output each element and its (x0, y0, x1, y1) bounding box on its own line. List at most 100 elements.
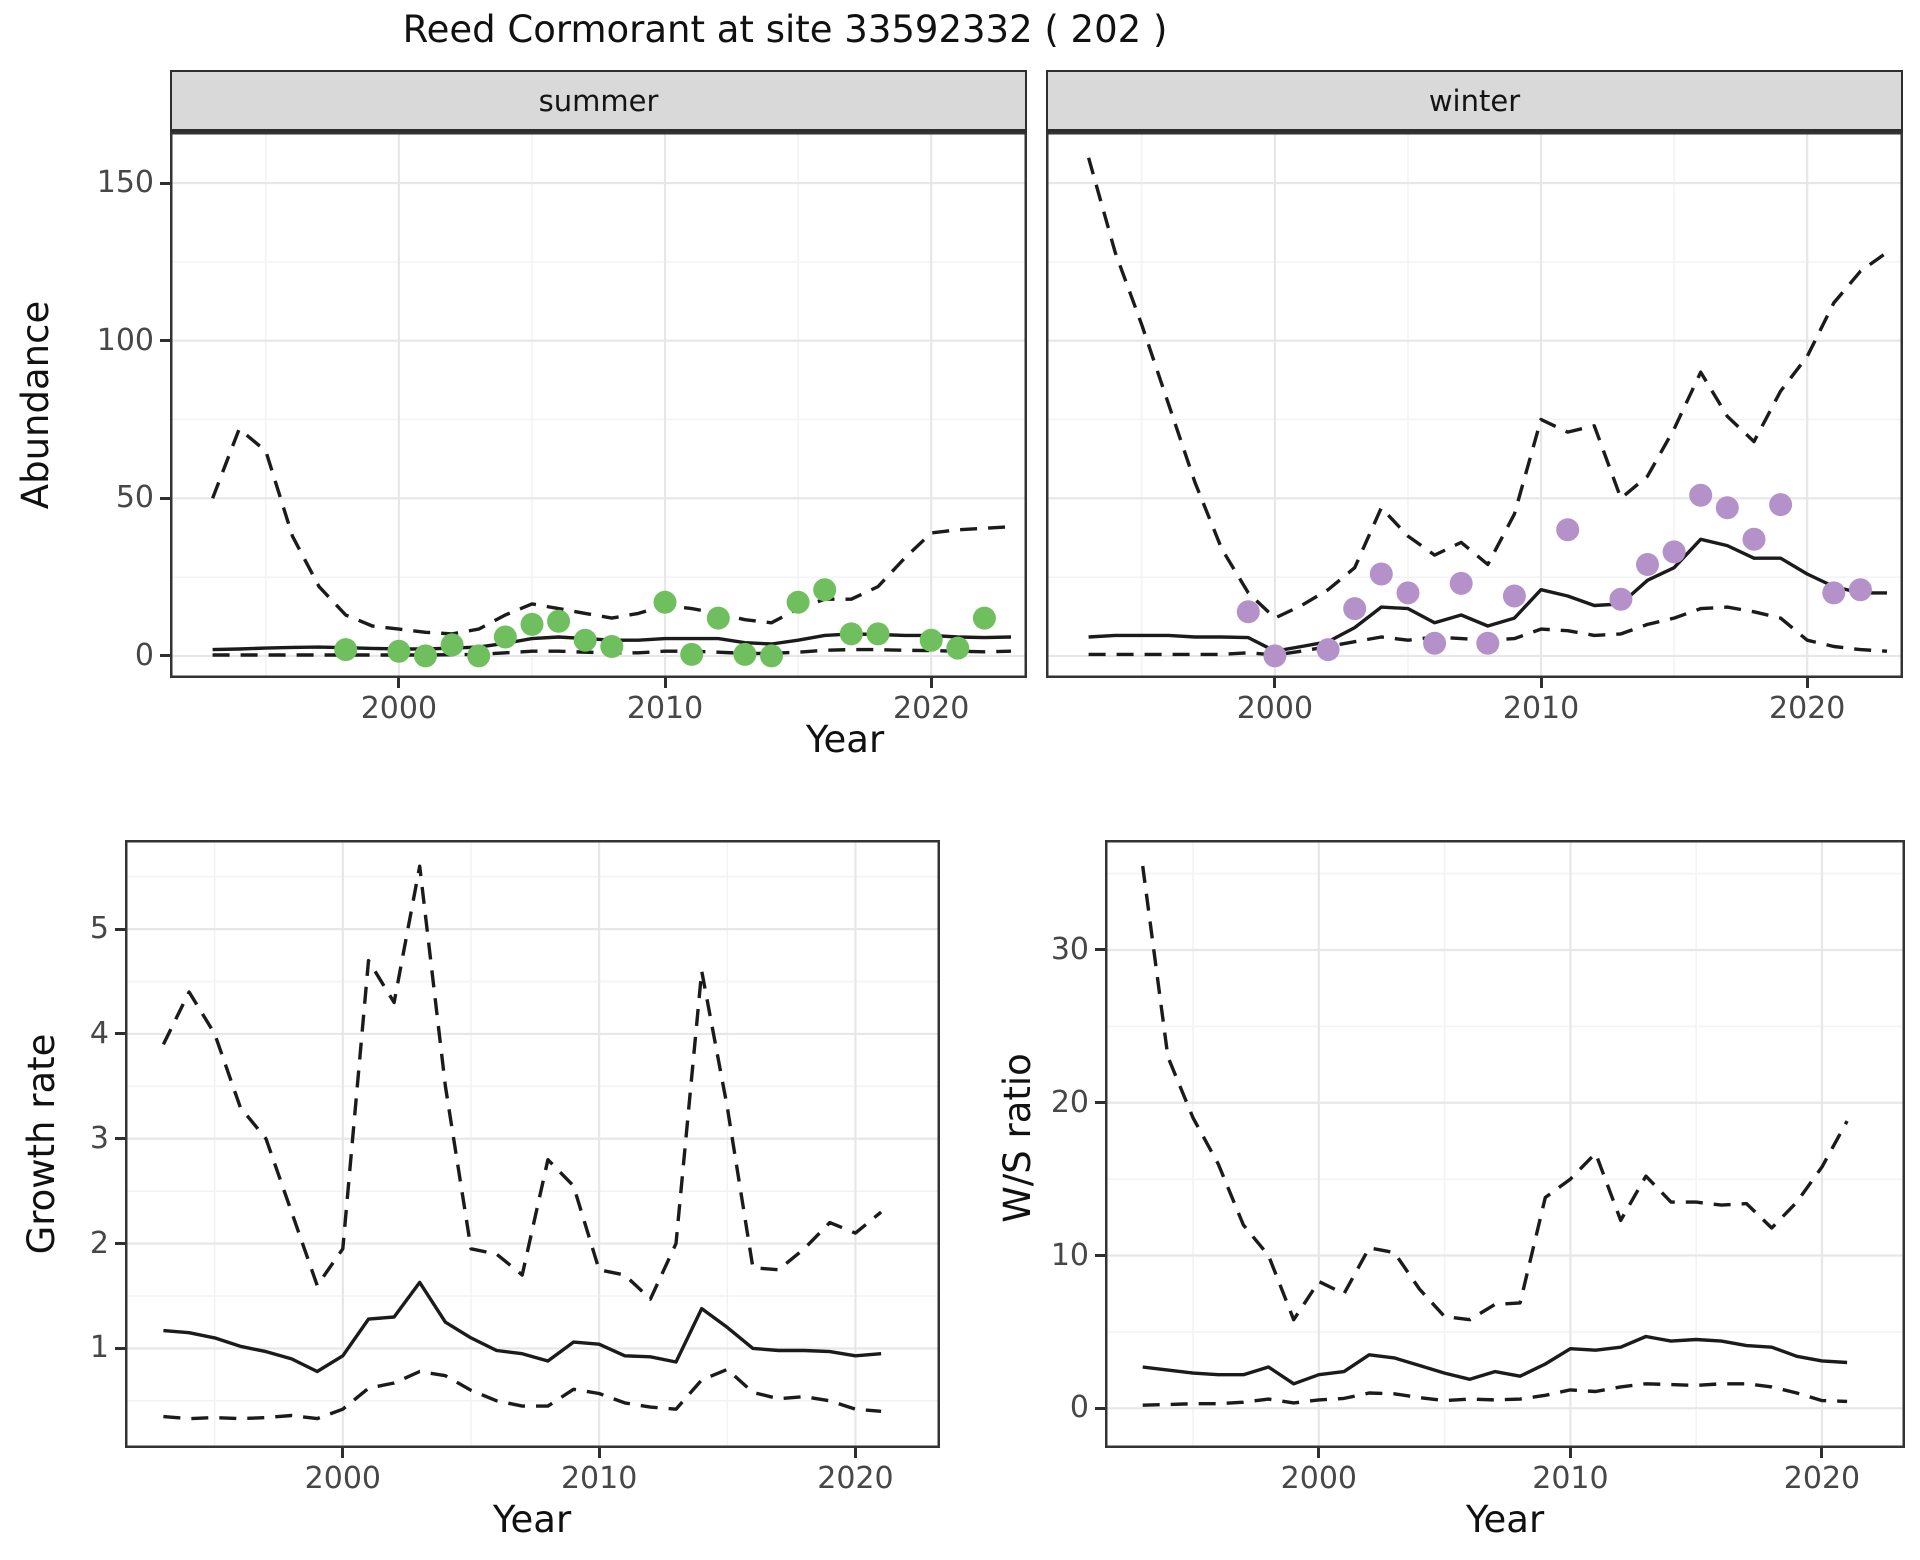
y-axis-tick (1095, 1254, 1105, 1258)
y-axis-tick (160, 654, 170, 658)
observed-count-point (1822, 581, 1846, 605)
observed-count-point (1689, 483, 1713, 507)
x-axis-tick (1820, 1448, 1824, 1458)
observed-count-point (1662, 540, 1686, 564)
observed-count-point (653, 590, 677, 614)
y-tick-label: 50 (115, 480, 154, 516)
abundance-summer-panel (170, 132, 1027, 678)
observed-count-point (1343, 597, 1367, 621)
observed-count-point (1476, 631, 1500, 655)
x-axis-tick (1568, 1448, 1572, 1458)
observed-count-point (1316, 638, 1340, 662)
y-axis-tick (160, 339, 170, 343)
observed-count-point (387, 639, 411, 663)
y-axis-tick (1095, 1101, 1105, 1105)
series-lower-ci (163, 1367, 882, 1421)
facet-label-winter: winter (1428, 83, 1521, 118)
y-tick-label: 30 (1050, 931, 1089, 967)
observed-count-point (1502, 584, 1526, 608)
series-upper-ci (161, 864, 883, 1301)
y-tick-label: 4 (89, 1015, 109, 1051)
observed-count-point (760, 644, 783, 668)
observed-count-point (1263, 644, 1287, 668)
observed-count-point (813, 578, 837, 602)
x-axis-tick (929, 678, 933, 688)
y-tick-label: 150 (96, 165, 154, 201)
observed-count-point (1236, 600, 1260, 624)
y-axis-title-growth-rate: Growth rate (20, 1033, 63, 1255)
observed-count-point (1769, 493, 1793, 517)
observed-count-point (573, 628, 597, 652)
x-tick-label: 2000 (304, 1461, 382, 1496)
x-tick-label: 2000 (360, 691, 438, 726)
observed-count-point (1396, 581, 1420, 605)
observed-count-point (866, 622, 890, 646)
x-tick-label: 2010 (1532, 1461, 1609, 1496)
observed-count-point (1449, 571, 1473, 595)
y-axis-tick (160, 181, 170, 185)
x-tick-label: 2020 (1768, 691, 1846, 726)
x-tick-label: 2020 (1783, 1461, 1861, 1496)
facet-strip-summer: summer (170, 70, 1027, 132)
x-tick-label: 2010 (560, 1461, 638, 1496)
y-tick-label: 3 (89, 1120, 109, 1156)
observed-count-point (839, 622, 863, 646)
abundance-winter-panel (1046, 132, 1903, 678)
observed-count-point (1636, 553, 1659, 576)
x-tick-label: 2020 (892, 691, 970, 726)
x-axis-tick (597, 1448, 601, 1458)
observed-count-point (1556, 518, 1580, 542)
observed-count-point (1369, 562, 1393, 586)
observed-count-point (786, 590, 810, 614)
x-tick-label: 2000 (1236, 691, 1314, 726)
x-axis-title-ws-ratio: Year (1465, 1498, 1545, 1541)
observed-count-point (733, 642, 757, 666)
x-axis-title-top: Year (805, 718, 885, 761)
x-tick-label: 2020 (817, 1461, 894, 1496)
page-title: Reed Cormorant at site 33592332 ( 202 ) (402, 8, 1168, 51)
observed-count-point (467, 644, 491, 668)
observed-count-point (547, 609, 571, 633)
y-axis-tick (115, 1032, 125, 1036)
y-tick-label: 10 (1050, 1237, 1089, 1273)
x-axis-tick (663, 678, 667, 688)
observed-count-point (1742, 527, 1766, 551)
observed-count-point (946, 636, 970, 660)
observed-count-point (493, 625, 517, 649)
x-tick-label: 2010 (1502, 691, 1580, 726)
observed-count-point (600, 635, 624, 658)
x-axis-tick (341, 1448, 345, 1458)
observed-count-point (919, 628, 943, 652)
y-axis-title-abundance: Abundance (14, 300, 57, 510)
x-axis-title-growth-rate: Year (492, 1498, 572, 1541)
x-tick-label: 2000 (1280, 1461, 1358, 1496)
y-tick-label: 0 (1069, 1390, 1089, 1426)
y-axis-tick (115, 1346, 125, 1350)
observed-count-point (1848, 578, 1872, 602)
observed-count-point (1423, 631, 1447, 655)
ws-ratio-panel (1105, 840, 1905, 1448)
series-median (1088, 537, 1887, 653)
y-axis-title-ws-ratio: W/S ratio (996, 1053, 1039, 1223)
x-axis-tick (1273, 678, 1277, 688)
y-axis-tick (115, 927, 125, 931)
observed-count-point (680, 642, 704, 666)
y-tick-label: 2 (89, 1225, 109, 1261)
observed-count-point (706, 606, 730, 630)
y-axis-tick (1095, 1406, 1105, 1410)
y-tick-label: 5 (89, 911, 109, 947)
series-upper-ci (211, 427, 1012, 636)
x-axis-tick (1539, 678, 1543, 688)
observed-count-point (440, 633, 464, 657)
facet-label-summer: summer (538, 83, 659, 118)
y-axis-tick (1095, 948, 1105, 952)
series-median (1142, 1334, 1848, 1386)
x-axis-tick (1317, 1448, 1321, 1458)
facet-strip-winter: winter (1046, 70, 1903, 132)
y-tick-label: 1 (89, 1330, 109, 1366)
series-median (163, 1280, 882, 1374)
x-tick-label: 2010 (626, 691, 704, 726)
observed-count-point (414, 644, 437, 668)
observed-count-point (1609, 587, 1633, 611)
